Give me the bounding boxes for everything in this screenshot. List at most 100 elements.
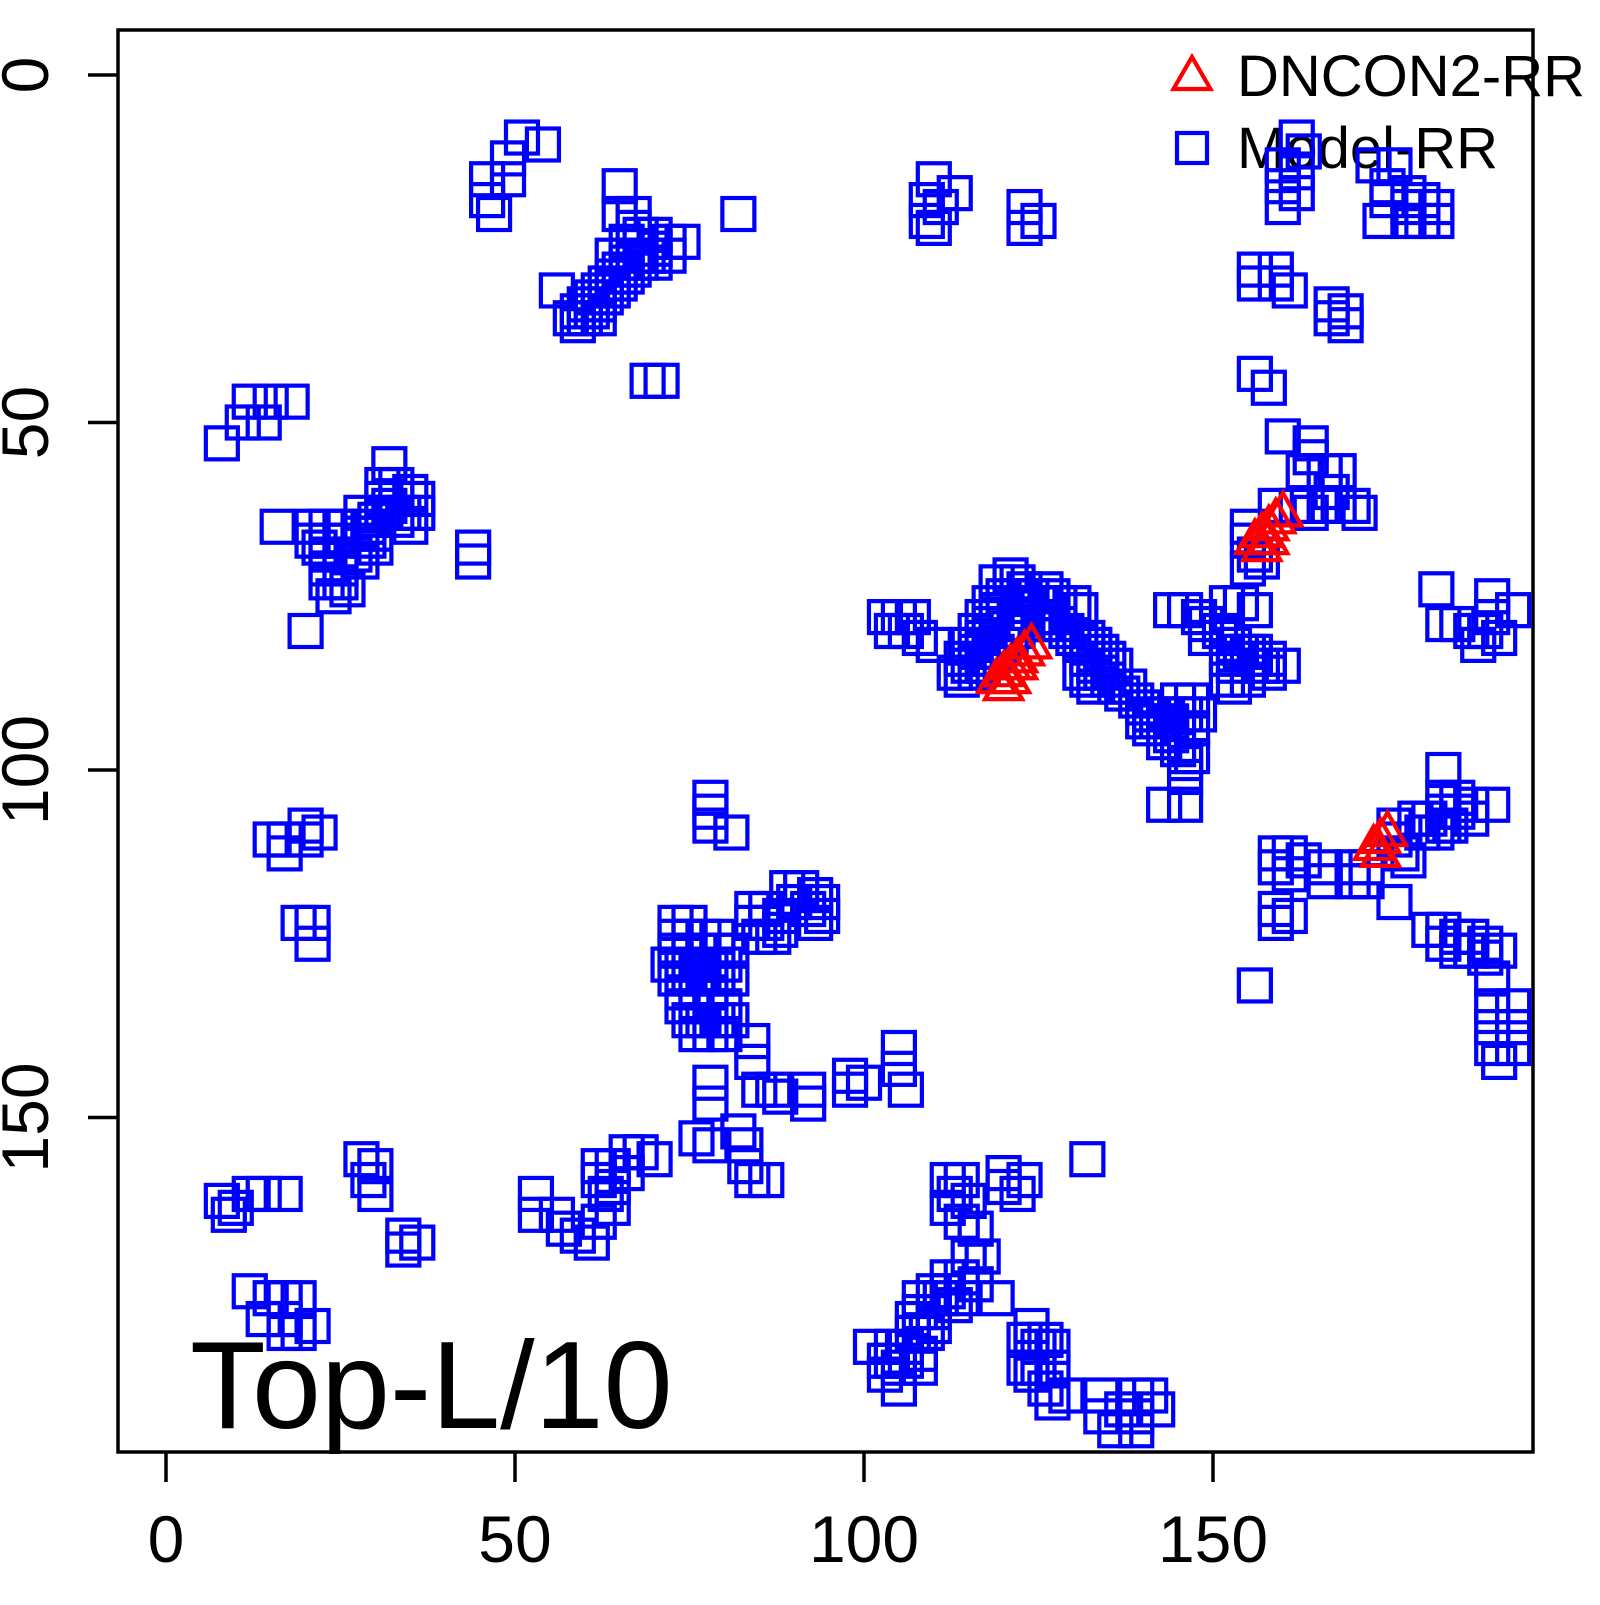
data-point-square	[755, 1071, 792, 1108]
data-point-square	[1236, 592, 1273, 629]
data-point-square	[580, 300, 617, 337]
data-point-square	[245, 404, 282, 441]
data-point-triangle	[1246, 516, 1291, 556]
data-point-square	[915, 161, 952, 198]
dncon2-rr-points-layer	[974, 488, 1410, 869]
legend-marker-model-square-icon	[1174, 130, 1210, 166]
data-point-square	[1425, 807, 1462, 844]
data-point-triangle	[1239, 523, 1284, 563]
data-point-square	[790, 1085, 827, 1122]
data-point-triangle	[1239, 509, 1284, 549]
data-point-square	[594, 1189, 631, 1226]
data-point-square	[538, 272, 575, 309]
data-point-square	[1341, 494, 1378, 531]
x-tick-label: 50	[478, 1502, 551, 1576]
data-point-square	[287, 612, 324, 650]
data-point-square	[455, 543, 492, 580]
data-point-square	[936, 654, 973, 691]
data-point-square	[266, 835, 303, 872]
data-point-square	[475, 195, 513, 233]
data-point-square	[1264, 418, 1301, 455]
x-tick-label: 150	[1158, 1502, 1268, 1576]
data-point-square	[1166, 737, 1204, 775]
data-point-square	[245, 1175, 282, 1213]
data-point-square	[999, 1175, 1036, 1213]
data-point-square	[1271, 272, 1308, 309]
data-point-square	[797, 904, 834, 942]
x-tick-label: 0	[148, 1502, 185, 1576]
data-point-square	[1118, 1412, 1155, 1449]
data-point-square	[1208, 640, 1246, 677]
data-point-square	[1250, 654, 1287, 691]
plot-border	[116, 28, 1535, 1454]
data-point-square	[1173, 710, 1211, 747]
data-point-square	[1495, 988, 1532, 1025]
plot-title: Top-L/10	[190, 1317, 673, 1455]
data-point-square	[1006, 1161, 1043, 1199]
data-point-square	[224, 404, 261, 441]
data-point-square	[734, 1022, 771, 1060]
data-point-square	[1250, 369, 1287, 406]
data-point-square	[762, 1078, 799, 1115]
data-point-square	[252, 383, 289, 420]
data-point-square	[692, 1064, 729, 1101]
x-axis: 0 50 100 150	[148, 1452, 1268, 1576]
y-tick-label: 150	[0, 1062, 62, 1172]
data-point-square	[915, 626, 952, 664]
x-tick-label: 100	[809, 1502, 919, 1576]
data-point-triangle	[981, 662, 1026, 702]
data-point-square	[1069, 1141, 1106, 1178]
data-point-square	[1306, 863, 1343, 900]
data-point-square	[880, 1029, 918, 1067]
data-point-square	[915, 209, 952, 246]
data-point-square	[1285, 453, 1322, 490]
legend-marker-dncon2-triangle-icon	[1169, 52, 1215, 92]
data-point-square	[524, 126, 562, 163]
data-point-square	[273, 383, 310, 420]
data-point-square	[748, 1161, 785, 1199]
data-point-square	[294, 904, 331, 942]
data-point-square	[259, 508, 296, 545]
data-point-square	[1418, 571, 1455, 608]
data-point-square	[1180, 696, 1218, 733]
data-point-square	[1208, 661, 1246, 698]
data-point-square	[713, 814, 750, 851]
data-point-square	[350, 1161, 387, 1199]
data-point-triangle	[1358, 829, 1403, 869]
data-point-square	[831, 1071, 869, 1108]
data-point-square	[301, 529, 338, 566]
y-tick-label: 50	[0, 386, 62, 459]
data-point-square	[468, 161, 506, 198]
data-point-square	[1418, 202, 1455, 240]
data-point-square	[643, 362, 680, 399]
data-point-square	[1236, 251, 1273, 288]
data-point-square	[1027, 1370, 1064, 1407]
data-point-square	[887, 1071, 924, 1108]
data-point-square	[1481, 619, 1518, 657]
data-point-square	[266, 1175, 303, 1213]
data-point-square	[210, 1196, 247, 1233]
data-point-square	[489, 161, 527, 198]
data-point-square	[713, 1002, 750, 1039]
data-point-square	[692, 1085, 729, 1122]
data-point-square	[1369, 182, 1406, 219]
data-point-triangle	[1358, 815, 1403, 855]
data-point-square	[203, 425, 240, 462]
data-point-square	[392, 508, 429, 545]
data-point-square	[1048, 1377, 1085, 1414]
data-point-triangle	[995, 641, 1040, 681]
data-point-square	[1334, 487, 1371, 524]
data-point-square	[357, 1175, 394, 1213]
data-point-square	[1418, 814, 1455, 851]
data-point-square	[559, 307, 596, 344]
data-point-square	[1474, 1009, 1511, 1046]
data-point-square	[1146, 786, 1183, 823]
data-point-square	[706, 1015, 743, 1053]
y-axis: 0 50 100 150	[0, 57, 118, 1173]
data-point-triangle	[1351, 822, 1396, 862]
data-point-square	[517, 1175, 555, 1213]
data-point-square	[1166, 758, 1204, 796]
data-point-square	[1006, 209, 1043, 246]
data-point-square	[1474, 988, 1511, 1025]
